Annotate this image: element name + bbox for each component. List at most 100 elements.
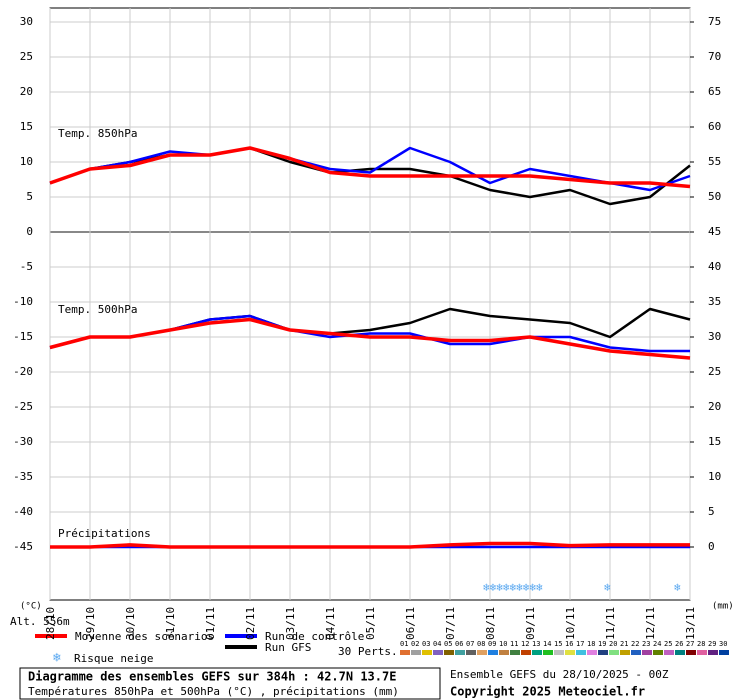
x-tick-label: 08/11 xyxy=(484,607,497,640)
x-tick-label: 29/10 xyxy=(84,607,97,640)
pert-label: 20 xyxy=(609,640,617,648)
pert-swatch xyxy=(653,650,663,655)
pert-swatch xyxy=(675,650,685,655)
pert-swatch xyxy=(444,650,454,655)
y2-tick-label: 5 xyxy=(708,505,715,518)
legend-label: Moyenne des scénarios xyxy=(75,630,214,643)
pert-swatch xyxy=(433,650,443,655)
pert-label: 23 xyxy=(642,640,650,648)
pert-swatch xyxy=(587,650,597,655)
y-tick-label: 20 xyxy=(20,85,33,98)
y2-tick-label: 0 xyxy=(708,540,715,553)
title-box xyxy=(19,667,441,700)
panel-label: Temp. 850hPa xyxy=(58,127,137,140)
y-tick-label: 10 xyxy=(20,155,33,168)
pert-label: 11 xyxy=(510,640,518,648)
legend: Moyenne des scénarios Run de contrôleRun … xyxy=(35,630,729,655)
legend-label: Run de contrôle xyxy=(265,630,364,643)
y-tick-label: 30 xyxy=(20,15,33,28)
pert-swatch xyxy=(642,650,652,655)
snow-icon: ❄ xyxy=(52,651,61,666)
pert-label: 02 xyxy=(411,640,419,648)
pert-swatch xyxy=(598,650,608,655)
x-tick-label: 09/11 xyxy=(524,607,537,640)
pert-swatch xyxy=(488,650,498,655)
panel-label: Temp. 500hPa xyxy=(58,303,137,316)
svg-text:❄❄❄❄❄❄❄❄❄: ❄❄❄❄❄❄❄❄❄ xyxy=(483,581,543,594)
pert-label: 03 xyxy=(422,640,430,648)
altitude: Alt. 556m xyxy=(10,615,70,628)
pert-label: 06 xyxy=(455,640,463,648)
pert-label: 13 xyxy=(532,640,540,648)
y-tick-label: -10 xyxy=(13,295,33,308)
series-line xyxy=(49,146,691,192)
pert-swatch xyxy=(400,650,410,655)
lines xyxy=(49,146,691,549)
series-line xyxy=(49,317,691,360)
copyright: Copyright 2025 Meteociel.fr xyxy=(450,685,645,699)
y-tick-label: -5 xyxy=(20,260,33,273)
x-tick-label: 12/11 xyxy=(644,607,657,640)
title: Diagramme des ensembles GEFS sur 384h : … xyxy=(28,670,396,684)
snow-label: Risque neige xyxy=(74,652,153,665)
pert-label: 01 xyxy=(400,640,408,648)
pert-swatch xyxy=(499,650,509,655)
y2-tick-label: 60 xyxy=(708,120,721,133)
y-tick-label: -35 xyxy=(13,470,33,483)
pert-label: 22 xyxy=(631,640,639,648)
y-tick-label: -15 xyxy=(13,330,33,343)
pert-swatch xyxy=(719,650,729,655)
y-tick-label: 25 xyxy=(20,50,33,63)
x-tick-label: 04/11 xyxy=(324,607,337,640)
pert-swatch xyxy=(631,650,641,655)
pert-swatch xyxy=(510,650,520,655)
pert-label: 08 xyxy=(477,640,485,648)
pert-label: 10 xyxy=(499,640,507,648)
run-info: Ensemble GEFS du 28/10/2025 - 00Z xyxy=(450,668,669,681)
x-tick-label: 07/11 xyxy=(444,607,457,640)
y-tick-label: -25 xyxy=(13,400,33,413)
y2-tick-label: 65 xyxy=(708,85,721,98)
y2-unit: (mm) xyxy=(712,602,734,612)
x-tick-label: 31/10 xyxy=(164,607,177,640)
y2-tick-label: 35 xyxy=(708,295,721,308)
x-tick-label: 10/11 xyxy=(564,607,577,640)
pert-swatch xyxy=(664,650,674,655)
pert-swatch xyxy=(620,650,630,655)
pert-label: 09 xyxy=(488,640,496,648)
pert-label: 04 xyxy=(433,640,441,648)
x-tick-label: 13/11 xyxy=(684,607,697,640)
y-tick-label: 15 xyxy=(20,120,33,133)
pert-label: 12 xyxy=(521,640,529,648)
pert-label: 21 xyxy=(620,640,628,648)
pert-label: 14 xyxy=(543,640,551,648)
y-tick-label: -45 xyxy=(13,540,33,553)
pert-swatch xyxy=(565,650,575,655)
pert-label: 07 xyxy=(466,640,474,648)
pert-swatch xyxy=(521,650,531,655)
pert-label: 05 xyxy=(444,640,452,648)
x-tick-label: 06/11 xyxy=(404,607,417,640)
y-tick-label: 0 xyxy=(26,225,33,238)
y-tick-label: -40 xyxy=(13,505,33,518)
y2-tick-label: 55 xyxy=(708,155,721,168)
y2-tick-label: 30 xyxy=(708,330,721,343)
pert-swatch xyxy=(576,650,586,655)
x-tick-label: 01/11 xyxy=(204,607,217,640)
series-line xyxy=(49,146,691,189)
y2-tick-label: 15 xyxy=(708,435,721,448)
pert-label: 25 xyxy=(664,640,672,648)
pert-label: 27 xyxy=(686,640,694,648)
svg-text:❄: ❄ xyxy=(604,581,611,594)
x-tick-label: 11/11 xyxy=(604,607,617,640)
panel-label: Précipitations xyxy=(58,527,151,540)
pert-label: 16 xyxy=(565,640,573,648)
pert-swatch xyxy=(697,650,707,655)
x-tick-label: 02/11 xyxy=(244,607,257,640)
x-tick-label: 05/11 xyxy=(364,607,377,640)
x-tick-label: 03/11 xyxy=(284,607,297,640)
pert-label: 24 xyxy=(653,640,661,648)
y2-tick-label: 40 xyxy=(708,260,721,273)
